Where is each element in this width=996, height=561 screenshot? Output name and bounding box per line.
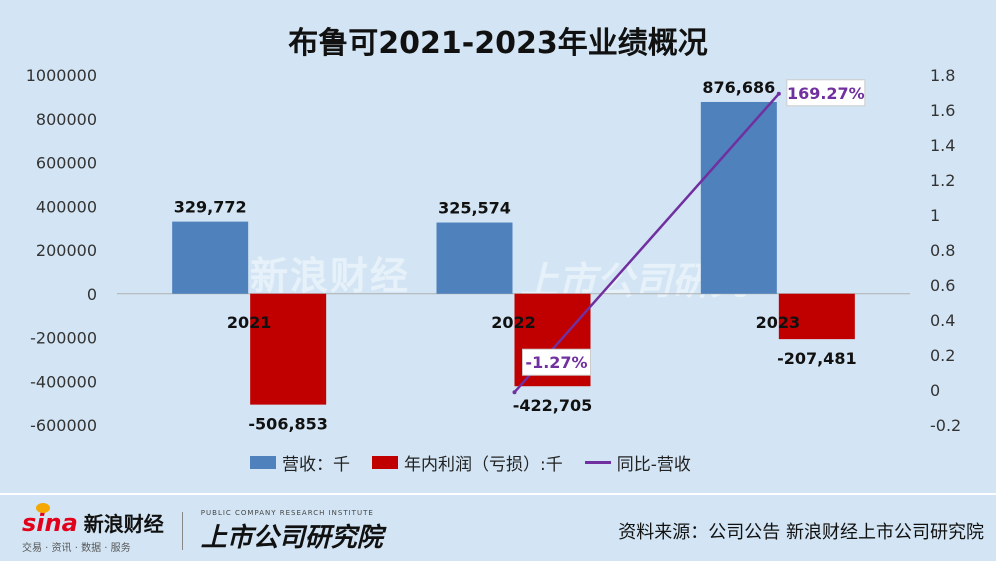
legend-item-yoy: 同比-营收 <box>584 450 691 475</box>
right-tick-label: 0.4 <box>930 311 955 330</box>
left-tick-label: 200000 <box>36 241 97 260</box>
right-tick-label: 0.6 <box>930 276 955 295</box>
right-tick-label: 1.2 <box>930 171 955 190</box>
right-tick-label: 1.8 <box>930 66 955 85</box>
yoy-label-box <box>786 79 866 107</box>
institute-name: 上市公司研究院 <box>200 522 383 553</box>
legend-item-revenue: 营收：千 <box>250 450 350 475</box>
profit-value-label: -422,705 <box>513 396 593 415</box>
legend-label-revenue: 营收：千 <box>282 455 350 475</box>
yoy-point <box>512 390 517 395</box>
legend-item-profit: 年内利润（亏损）:千 <box>372 450 563 475</box>
yoy-line-group: -1.27% 169.27% <box>512 79 866 395</box>
profit-bar <box>250 293 327 405</box>
yoy-value-label: -1.27% <box>525 353 587 372</box>
legend-swatch-yoy <box>584 461 611 464</box>
sina-logo-subtitle: 交易 · 资讯 · 数据 · 服务 <box>22 543 131 554</box>
category-labels: 2021 2022 2023 <box>227 313 800 332</box>
left-tick-label: -200000 <box>30 329 97 348</box>
left-axis: 1000000 800000 600000 400000 200000 0 -200000 -… <box>26 66 97 435</box>
right-tick-label: 1 <box>930 206 940 225</box>
footer-logo: sina 新浪财经 交易 · 资讯 · 数据 · 服务 PUBLIC COMPA… <box>22 502 383 554</box>
revenue-value-label: 876,686 <box>702 78 775 97</box>
footer-divider <box>0 493 996 495</box>
left-tick-label: -400000 <box>30 372 97 391</box>
left-tick-label: 800000 <box>36 110 97 129</box>
category-label: 2022 <box>491 313 536 332</box>
sina-logo: sina 新浪财经 交易 · 资讯 · 数据 · 服务 <box>22 502 164 554</box>
category-label: 2021 <box>227 313 272 332</box>
profit-value-label: -506,853 <box>248 415 328 434</box>
category-label: 2023 <box>756 313 801 332</box>
sina-logo-name: 新浪财经 <box>83 512 164 536</box>
logo-separator <box>181 512 183 550</box>
legend-label-yoy: 同比-营收 <box>616 455 691 475</box>
legend: 营收：千 年内利润（亏损）:千 同比-营收 <box>250 450 691 475</box>
profit-bar <box>778 293 855 340</box>
right-tick-label: 0.8 <box>930 241 955 260</box>
bars-group <box>172 101 855 405</box>
data-labels: 329,772 -506,853 325,574 -422,705 876,686 -20… <box>174 78 857 434</box>
profit-value-label: -207,481 <box>777 349 857 368</box>
right-axis: 1.8 1.6 1.4 1.2 1 0.8 0.6 0.4 0.2 0 -0.2 <box>930 66 961 435</box>
sina-eye-icon <box>36 502 50 513</box>
institute-subtitle: PUBLIC COMPANY RESEARCH INSTITUTE <box>200 508 374 517</box>
yoy-value-label: 169.27% <box>787 84 865 103</box>
revenue-bar <box>436 222 513 294</box>
right-tick-label: 0 <box>930 381 940 400</box>
watermark-sina: 新浪财经 <box>250 254 411 298</box>
yoy-line <box>513 92 780 394</box>
right-tick-label: 0.2 <box>930 346 955 365</box>
institute-logo: PUBLIC COMPANY RESEARCH INSTITUTE 上市公司研究… <box>201 509 383 554</box>
revenue-bar <box>172 221 249 294</box>
source-note: 资料来源：公司公告 新浪财经上市公司研究院 <box>618 522 984 543</box>
right-tick-label: 1.6 <box>930 101 955 120</box>
legend-swatch-profit <box>372 456 398 469</box>
yoy-point <box>776 91 781 96</box>
left-tick-label: 1000000 <box>26 66 97 85</box>
chart-title: 布鲁可2021-2023年业绩概况 <box>288 26 708 61</box>
right-tick-label: 1.4 <box>930 136 955 155</box>
left-tick-label: -600000 <box>30 416 97 435</box>
chart-area: 1000000 800000 600000 400000 200000 0 -200000 -… <box>26 66 961 435</box>
left-tick-label: 600000 <box>36 154 97 173</box>
legend-swatch-revenue <box>250 456 276 469</box>
sina-logo-mark: sina <box>22 502 78 537</box>
right-tick-label: -0.2 <box>930 416 961 435</box>
left-tick-label: 0 <box>87 285 97 304</box>
yoy-label-box <box>522 348 591 376</box>
revenue-value-label: 325,574 <box>438 199 511 218</box>
revenue-bar <box>700 101 777 294</box>
revenue-value-label: 329,772 <box>174 198 247 217</box>
legend-label-profit: 年内利润（亏损）:千 <box>404 455 563 475</box>
left-tick-label: 400000 <box>36 197 97 216</box>
